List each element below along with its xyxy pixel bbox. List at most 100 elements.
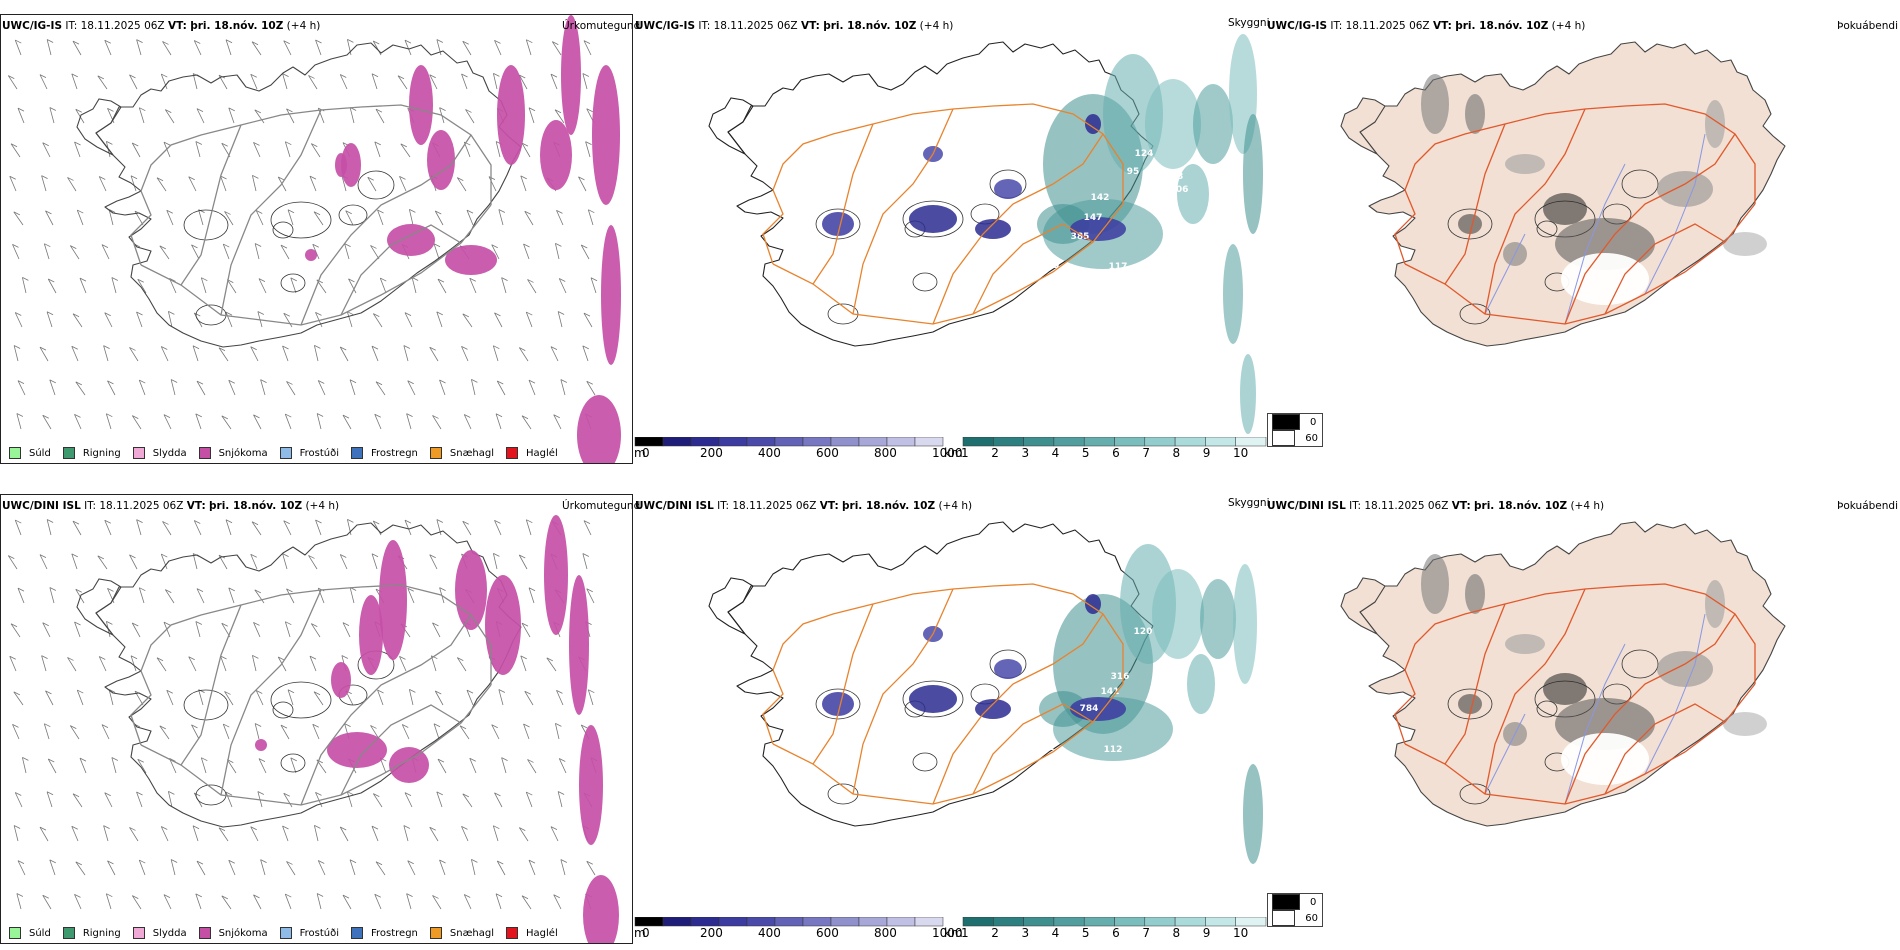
scale-tick-label: 600 bbox=[816, 926, 839, 940]
scale-cell bbox=[993, 917, 1024, 927]
scale-cell bbox=[1023, 437, 1055, 447]
scale-tick-label: 200 bbox=[700, 926, 723, 940]
visibility-value: 117 bbox=[878, 741, 897, 751]
visibility-value: 118 bbox=[892, 262, 911, 272]
fog-scale-swatch-60 bbox=[1272, 910, 1296, 926]
scale-tick-label: 10 bbox=[1233, 926, 1249, 940]
row2-elevation-scale bbox=[634, 917, 944, 927]
legend-item: Snjókoma bbox=[198, 927, 268, 939]
row1-fog-title: UWC/IG-IS IT: 18.11.2025 06Z VT: þri. 18… bbox=[1267, 20, 1586, 32]
map-layer bbox=[1340, 41, 1786, 347]
scale-cell bbox=[634, 917, 664, 927]
visibility-value: 112 bbox=[1104, 745, 1123, 755]
scale-cell bbox=[662, 917, 692, 927]
scale-tick-label: 7 bbox=[1142, 446, 1150, 460]
legend-item: Súld bbox=[9, 447, 51, 459]
glacier-outline bbox=[280, 753, 306, 773]
scale-tick-label: 3 bbox=[1021, 926, 1030, 940]
legend-swatch bbox=[279, 927, 292, 939]
scale-cell bbox=[634, 437, 664, 447]
glacier-outline bbox=[270, 681, 332, 719]
scale-cell bbox=[1174, 917, 1206, 927]
visibility-value: 95 bbox=[1127, 167, 1140, 177]
glacier-outline bbox=[357, 170, 395, 200]
glacier-outline bbox=[272, 701, 294, 719]
visibility-value: 174 bbox=[989, 249, 1008, 259]
visibility-value: 147 bbox=[1084, 213, 1103, 223]
row2-title: UWC/DINI ISL IT: 18.11.2025 06Z VT: þri.… bbox=[2, 500, 340, 512]
scale-cell bbox=[1144, 917, 1176, 927]
scale-cell bbox=[830, 917, 860, 927]
scale-tick-label: 2 bbox=[991, 446, 999, 460]
scale-cell bbox=[690, 917, 720, 927]
glacier-outline bbox=[912, 752, 938, 772]
scale-tick-label: 0 bbox=[642, 446, 650, 460]
glacier-outline bbox=[1536, 700, 1558, 718]
legend-item: Súld bbox=[9, 927, 51, 939]
legend-item: Rigning bbox=[62, 447, 121, 459]
visibility-value: 224 bbox=[995, 747, 1014, 757]
scale-cell bbox=[1235, 437, 1267, 447]
scale-cell bbox=[1205, 437, 1236, 447]
low-visibility-areas bbox=[1037, 34, 1263, 434]
glacier-outline bbox=[338, 204, 368, 226]
row1-precip-label: Úrkomutegund bbox=[562, 20, 641, 32]
visibility-value: 383 bbox=[1165, 172, 1184, 182]
row2-precip-panel: Súld Rigning Slydda Snjókoma Frostúði Frostre… bbox=[0, 494, 633, 944]
row1-fog-label: Þokuábendi bbox=[1837, 20, 1898, 32]
scale-tick-label: 400 bbox=[758, 926, 781, 940]
scale-tick-label: 800 bbox=[874, 446, 897, 460]
glacier-outline bbox=[902, 680, 964, 718]
legend-label: Snæhagl bbox=[449, 927, 495, 939]
scale-cell bbox=[802, 917, 832, 927]
precip-legend-2: Súld Rigning Slydda Snjókoma Frostúði Frostre… bbox=[1, 927, 562, 939]
scale-tick-label: 8 bbox=[1172, 926, 1181, 940]
row2-visibility-scale bbox=[962, 917, 1267, 927]
scale-tick-label: 5 bbox=[1081, 926, 1090, 940]
row2-precip-label: Úrkomutegund bbox=[562, 500, 641, 512]
scale-cell bbox=[914, 917, 944, 927]
visibility-value: 141 bbox=[1101, 687, 1120, 697]
scale-tick-label: 5 bbox=[1081, 446, 1090, 460]
scale-tick-label: 6 bbox=[1112, 446, 1120, 460]
row2-fog-scale: 0 60 bbox=[1267, 893, 1323, 927]
legend-label: Súld bbox=[29, 927, 51, 939]
visibility-value: 124 bbox=[1135, 149, 1154, 159]
scale-tick-label: 4 bbox=[1051, 446, 1060, 460]
scale-tick-label: 1000 bbox=[932, 926, 963, 940]
fog-scale-swatch-0 bbox=[1272, 894, 1300, 910]
legend-label: Súld bbox=[29, 447, 51, 459]
legend-item: Frostúði bbox=[279, 447, 339, 459]
row1-fog-panel bbox=[1265, 14, 1900, 464]
scale-cell bbox=[1144, 437, 1176, 447]
legend-swatch bbox=[9, 927, 21, 939]
glacier-outline bbox=[1621, 169, 1659, 199]
scale-tick-label: 600 bbox=[816, 446, 839, 460]
legend-label: Frostúði bbox=[299, 447, 339, 459]
legend-item: Slydda bbox=[132, 447, 187, 459]
scale-cell bbox=[1114, 917, 1146, 927]
legend-swatch bbox=[351, 447, 363, 459]
row2-vis-label: Skyggni bbox=[1228, 497, 1270, 509]
scale-cell bbox=[962, 437, 994, 447]
scale-cell bbox=[1174, 437, 1206, 447]
glacier-outline bbox=[1447, 688, 1493, 720]
visibility-value: 97 bbox=[908, 727, 921, 737]
legend-item: Snjókoma bbox=[198, 447, 268, 459]
visibility-value: 108 bbox=[950, 727, 969, 737]
legend-label: Slydda bbox=[152, 447, 187, 459]
scale-cell bbox=[886, 917, 916, 927]
legend-item: Snæhagl bbox=[429, 447, 494, 459]
road-network bbox=[1394, 103, 1756, 325]
scale-cell bbox=[914, 437, 944, 447]
visibility-value: 96 bbox=[919, 242, 932, 252]
legend-swatch bbox=[198, 927, 211, 939]
legend-item: Haglél bbox=[506, 447, 558, 459]
row2-fog-panel bbox=[1265, 494, 1900, 944]
scale-cell bbox=[774, 917, 804, 927]
scale-tick-label: 4 bbox=[1051, 926, 1060, 940]
legend-label: Snjókoma bbox=[218, 927, 268, 939]
snowfall-areas bbox=[255, 515, 619, 943]
